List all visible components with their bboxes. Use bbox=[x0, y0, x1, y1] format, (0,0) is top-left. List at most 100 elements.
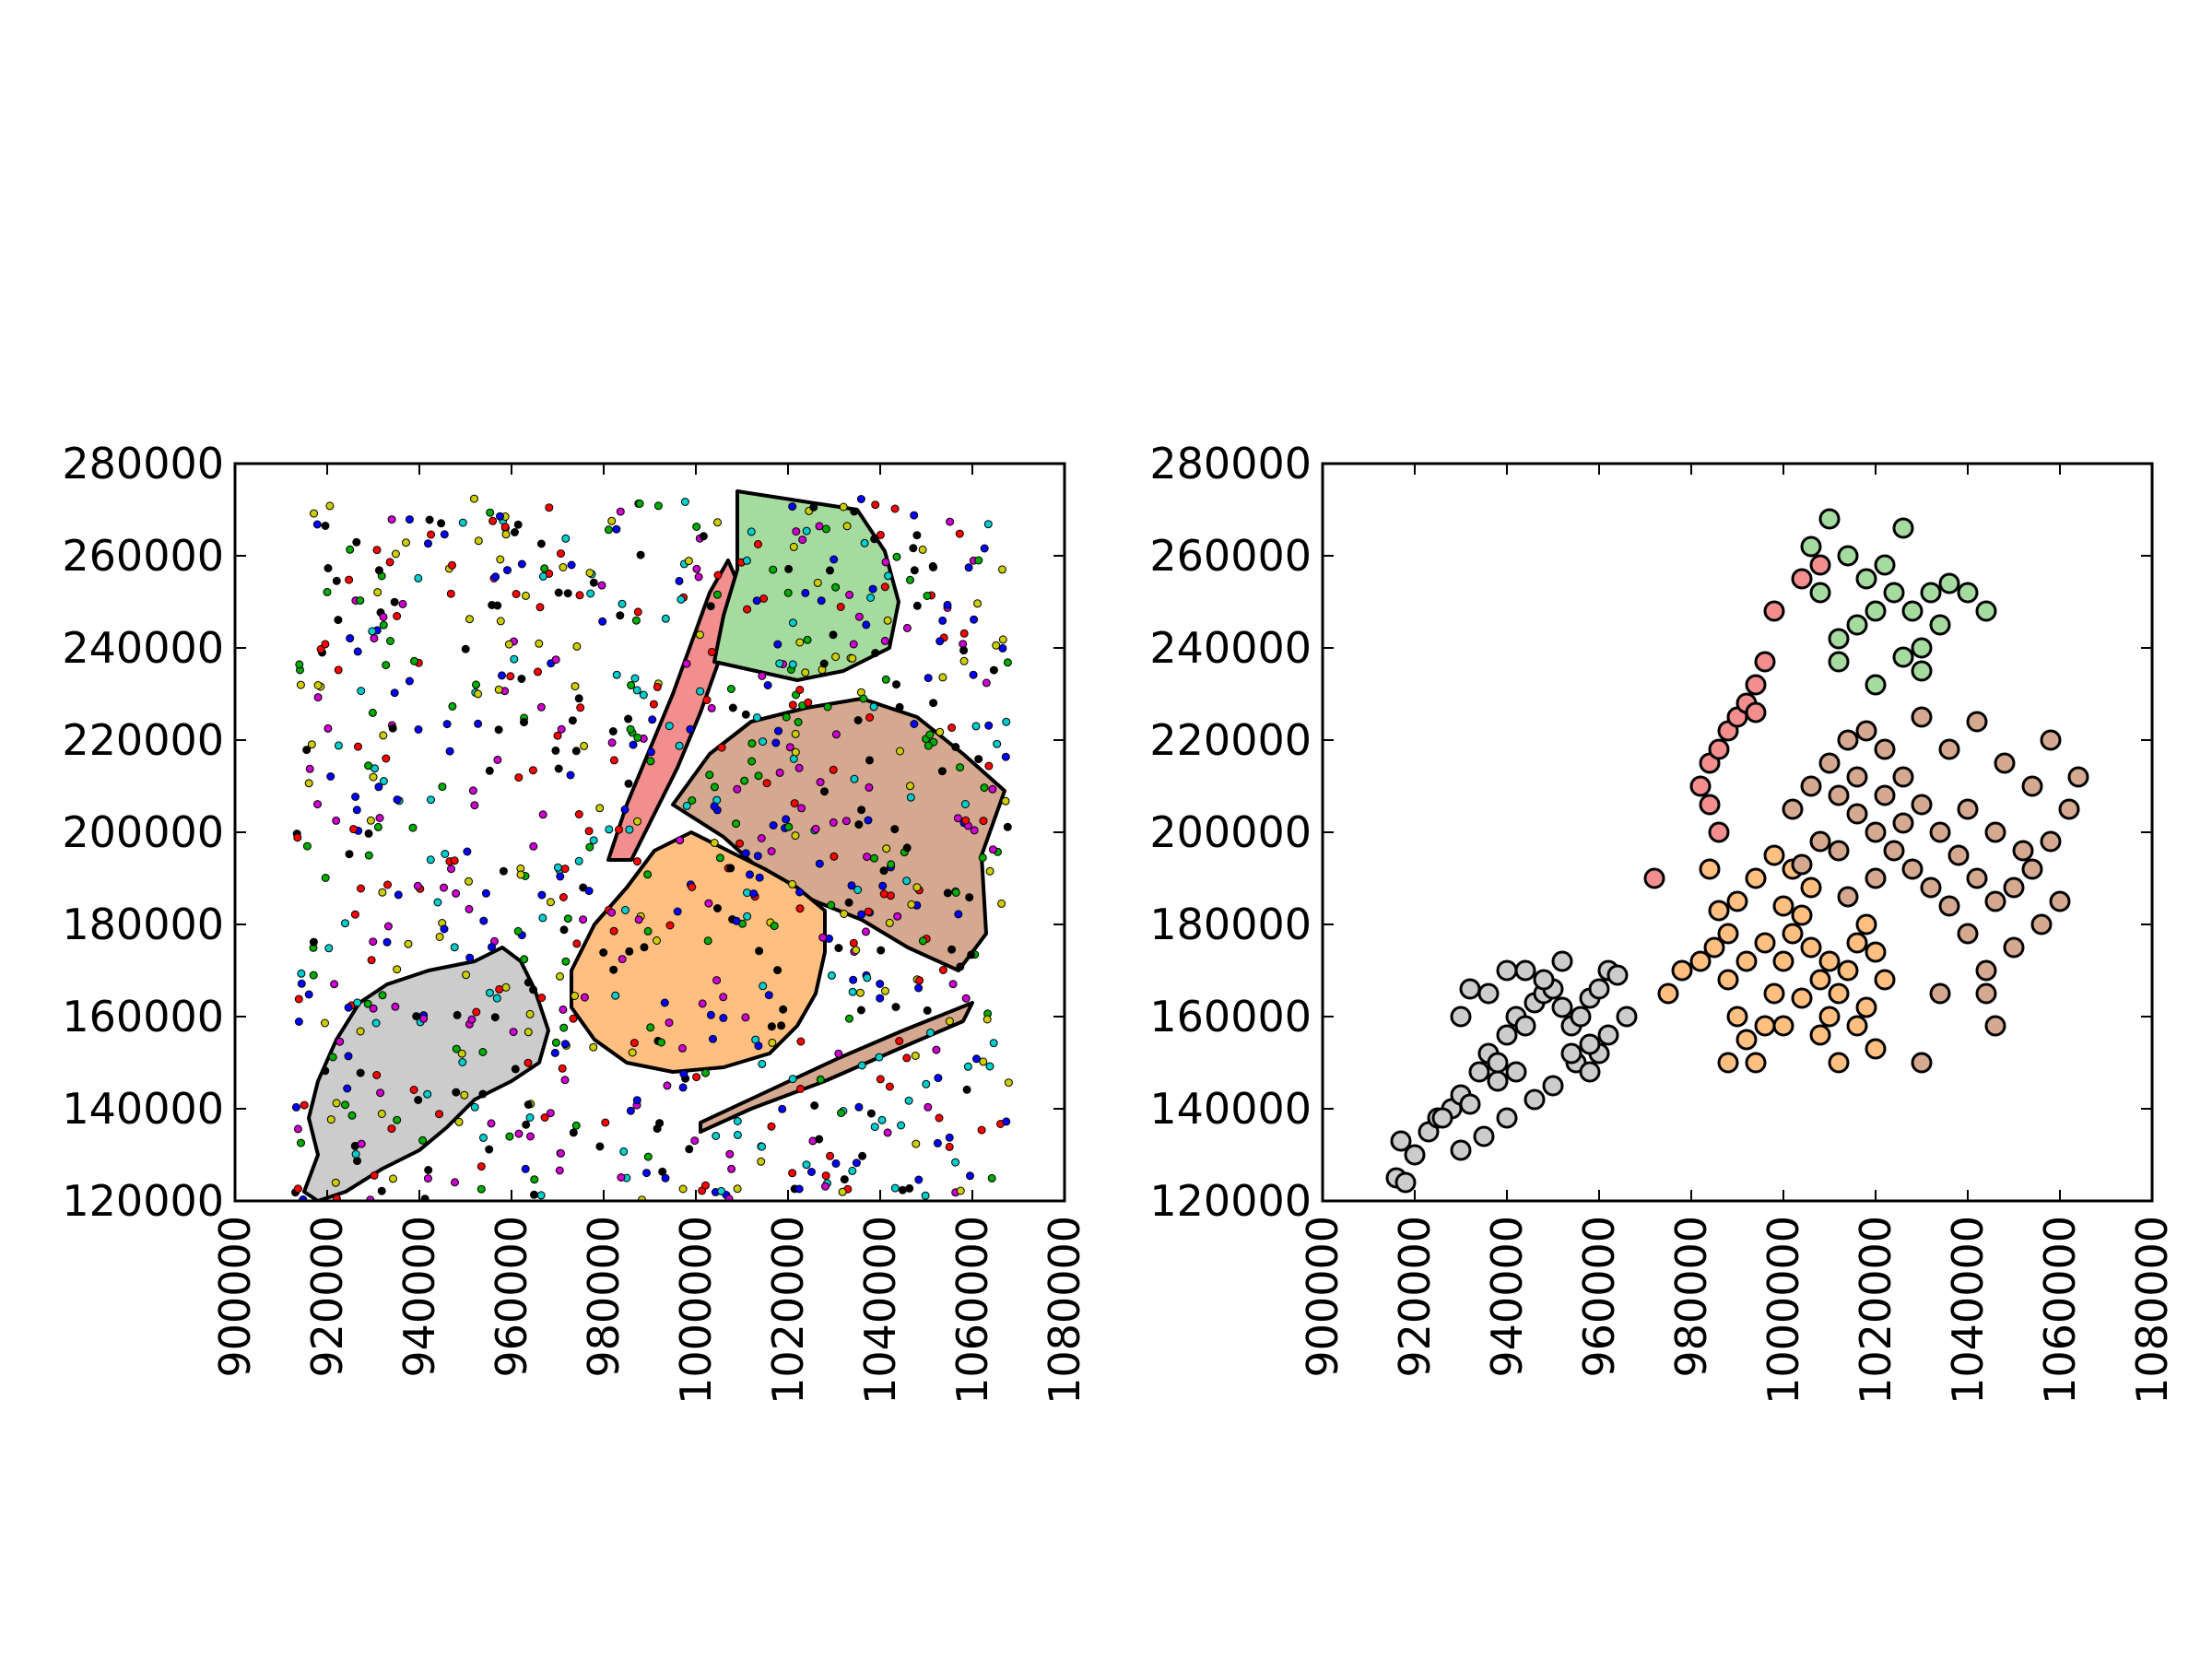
point-marker bbox=[724, 1194, 734, 1201]
point-marker bbox=[364, 851, 373, 860]
point-marker bbox=[618, 599, 627, 608]
point-marker bbox=[879, 866, 888, 876]
point-marker bbox=[791, 831, 800, 841]
point-marker bbox=[982, 678, 991, 688]
point-marker bbox=[679, 1069, 688, 1078]
point-marker bbox=[625, 825, 634, 834]
point-marker bbox=[492, 994, 501, 1003]
point-marker bbox=[663, 1081, 672, 1090]
borough-point bbox=[1726, 1006, 1748, 1028]
point-marker bbox=[452, 888, 461, 898]
borough-point bbox=[1689, 950, 1712, 972]
point-marker bbox=[788, 618, 797, 628]
point-marker bbox=[914, 983, 924, 993]
point-marker bbox=[733, 784, 742, 794]
point-marker bbox=[633, 733, 642, 742]
point-marker bbox=[412, 1012, 421, 1021]
point-marker bbox=[465, 904, 474, 913]
point-marker bbox=[871, 649, 880, 657]
point-marker bbox=[719, 993, 728, 1002]
borough-point bbox=[1791, 853, 1813, 876]
point-marker bbox=[409, 1086, 418, 1094]
x-tick-label: 900000 bbox=[210, 1216, 260, 1378]
point-marker bbox=[924, 674, 933, 683]
point-marker bbox=[382, 937, 392, 947]
y-tick-label: 240000 bbox=[62, 623, 224, 673]
borough-point bbox=[1828, 628, 1850, 650]
point-marker bbox=[946, 517, 955, 526]
point-marker bbox=[540, 1113, 549, 1122]
point-marker bbox=[997, 899, 1006, 908]
point-marker bbox=[341, 919, 349, 928]
borough-point bbox=[1782, 798, 1804, 820]
borough-point bbox=[1828, 784, 1850, 806]
borough-point bbox=[1828, 1052, 1850, 1074]
borough-point bbox=[1837, 959, 1859, 982]
borough-point bbox=[1984, 1015, 2006, 1037]
point-marker bbox=[831, 653, 841, 662]
point-marker bbox=[865, 713, 875, 722]
point-marker bbox=[692, 564, 701, 573]
point-marker bbox=[985, 1062, 994, 1071]
point-marker bbox=[924, 741, 933, 750]
point-marker bbox=[385, 558, 394, 567]
borough-point bbox=[1966, 711, 1988, 733]
point-marker bbox=[643, 870, 653, 879]
point-marker bbox=[550, 1048, 559, 1057]
point-marker bbox=[605, 825, 614, 834]
borough-point bbox=[1865, 674, 1887, 696]
point-marker bbox=[979, 817, 988, 826]
point-marker bbox=[632, 1096, 641, 1105]
point-marker bbox=[467, 1015, 477, 1024]
point-marker bbox=[830, 555, 839, 564]
point-marker bbox=[895, 702, 904, 712]
point-marker bbox=[295, 660, 304, 669]
point-marker bbox=[649, 700, 658, 709]
point-marker bbox=[611, 991, 620, 1000]
point-marker bbox=[864, 816, 873, 825]
point-marker bbox=[905, 1183, 914, 1193]
point-marker bbox=[474, 689, 483, 699]
borough-point bbox=[1524, 1088, 1546, 1111]
point-marker bbox=[880, 636, 889, 645]
point-marker bbox=[487, 1119, 496, 1128]
point-marker bbox=[706, 1010, 715, 1019]
point-marker bbox=[646, 1023, 655, 1032]
point-marker bbox=[885, 918, 894, 927]
borough-point bbox=[1496, 1024, 1518, 1046]
borough-point bbox=[1514, 959, 1536, 982]
point-marker bbox=[929, 699, 938, 708]
point-marker bbox=[524, 1100, 533, 1109]
point-marker bbox=[858, 1151, 867, 1160]
point-marker bbox=[520, 718, 528, 727]
point-marker bbox=[876, 1075, 885, 1084]
point-marker bbox=[323, 587, 332, 596]
point-marker bbox=[673, 907, 682, 916]
point-marker bbox=[353, 647, 362, 656]
point-marker bbox=[378, 991, 387, 1000]
borough-point bbox=[1551, 996, 1573, 1018]
point-marker bbox=[371, 1018, 381, 1028]
point-marker bbox=[423, 1174, 432, 1183]
point-marker bbox=[972, 1054, 981, 1064]
borough-point bbox=[1975, 982, 1997, 1005]
point-marker bbox=[294, 1018, 303, 1026]
point-marker bbox=[795, 686, 805, 694]
point-marker bbox=[890, 825, 900, 834]
point-marker bbox=[910, 720, 919, 728]
borough-point bbox=[1911, 1052, 1933, 1074]
point-marker bbox=[569, 1014, 578, 1023]
point-marker bbox=[712, 590, 722, 599]
borough-point bbox=[1828, 651, 1850, 673]
borough-point bbox=[1846, 803, 1868, 825]
borough-point bbox=[1994, 752, 2016, 774]
point-marker bbox=[410, 656, 418, 665]
point-marker bbox=[881, 675, 890, 684]
point-marker bbox=[341, 1100, 349, 1110]
point-marker bbox=[377, 1186, 386, 1195]
x-tick-label: 1080000 bbox=[2127, 1216, 2177, 1405]
point-marker bbox=[948, 980, 958, 989]
point-marker bbox=[580, 993, 589, 1002]
point-marker bbox=[378, 888, 387, 897]
borough-point bbox=[1947, 844, 1970, 866]
